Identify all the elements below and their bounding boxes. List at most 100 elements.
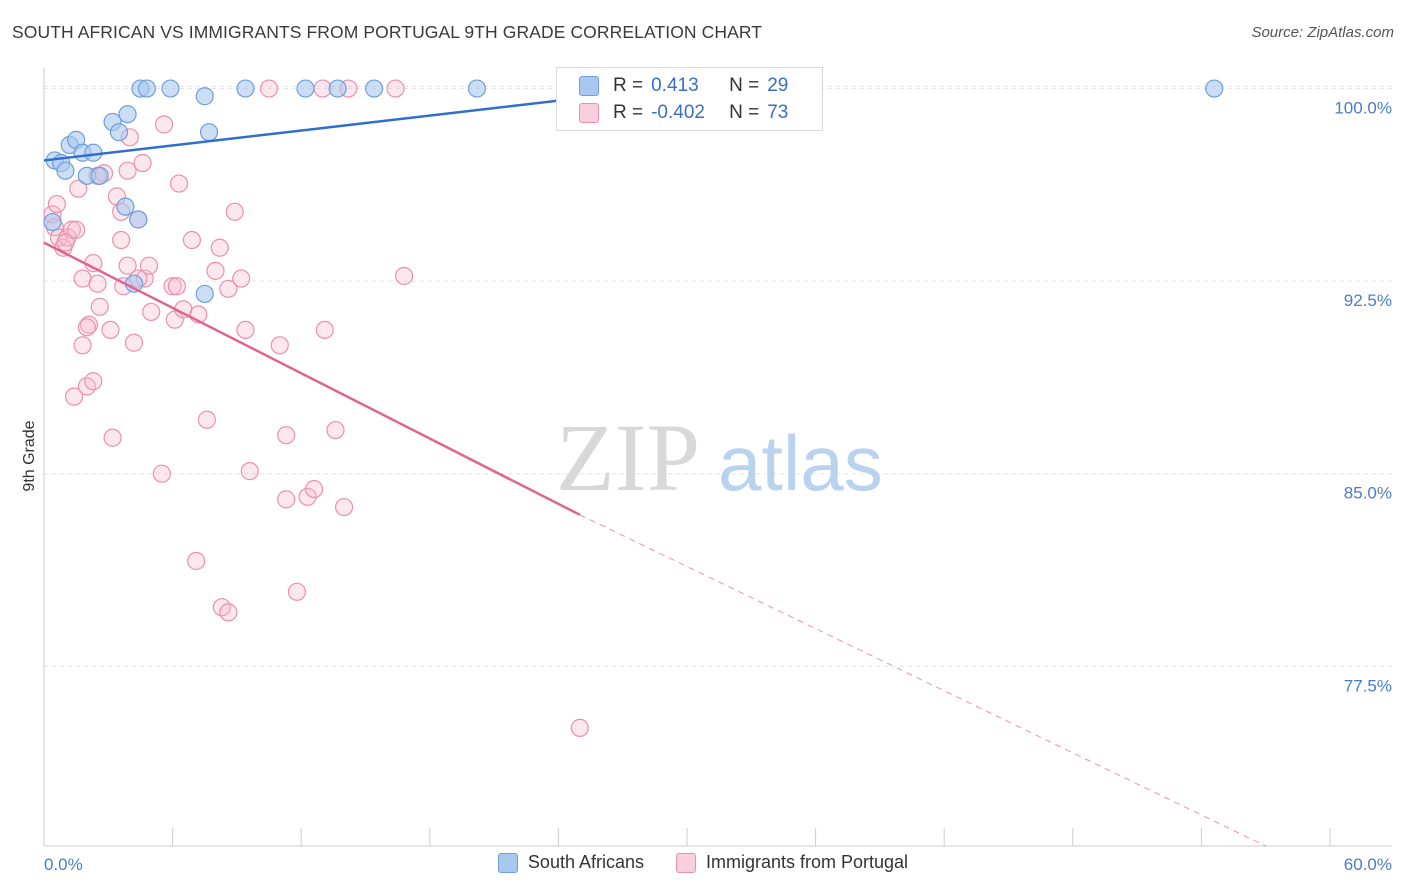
legend-n-value: 73 xyxy=(767,102,789,123)
series-legend: South Africans Immigrants from Portugal xyxy=(0,852,1406,873)
data-point xyxy=(219,603,238,622)
legend-swatch-pink xyxy=(579,103,599,123)
data-point xyxy=(304,479,324,499)
data-point xyxy=(210,238,229,257)
data-point xyxy=(43,212,62,232)
data-point xyxy=(118,161,137,180)
data-point xyxy=(169,174,189,193)
legend-n-value: 29 xyxy=(767,75,789,96)
y-tick-label: 85.0% xyxy=(1344,484,1392,503)
data-point xyxy=(101,320,120,340)
y-tick-label: 92.5% xyxy=(1344,291,1392,310)
data-point xyxy=(161,79,180,98)
data-point xyxy=(394,266,414,286)
data-point xyxy=(315,320,334,340)
data-point xyxy=(287,582,307,601)
data-point xyxy=(195,87,214,106)
data-point xyxy=(56,161,75,180)
data-point xyxy=(270,336,289,355)
data-point xyxy=(109,123,129,142)
data-point xyxy=(296,79,315,98)
legend-r-label: R = xyxy=(613,102,644,123)
data-point xyxy=(182,230,201,250)
data-point xyxy=(73,336,92,355)
data-point xyxy=(142,302,161,322)
legend-swatch-blue xyxy=(497,852,518,873)
data-point xyxy=(277,490,296,509)
data-point xyxy=(199,123,219,142)
data-point xyxy=(197,410,216,429)
data-point xyxy=(84,143,103,162)
y-tick-label: 100.0% xyxy=(1334,99,1392,118)
data-point xyxy=(47,194,66,214)
data-point xyxy=(67,220,86,239)
data-point xyxy=(79,315,99,334)
data-point xyxy=(167,277,186,296)
data-point xyxy=(103,428,122,447)
x-tick-label-max: 60.0% xyxy=(1344,855,1392,874)
data-point xyxy=(84,254,103,273)
data-point xyxy=(467,79,487,98)
data-point xyxy=(225,202,244,221)
source-label: Source: ZipAtlas.com xyxy=(1251,24,1394,41)
data-point xyxy=(152,464,171,483)
data-point xyxy=(69,179,88,198)
data-point xyxy=(232,269,251,288)
trend-line-immigrants-from-portugal xyxy=(43,241,581,516)
data-point xyxy=(206,261,225,280)
data-point xyxy=(116,197,135,216)
series-immigrants-from-portugal xyxy=(43,79,589,737)
legend-n-label: N = xyxy=(729,102,760,123)
legend-label: Immigrants from Portugal xyxy=(706,852,909,872)
watermark-zip: ZIP xyxy=(556,404,700,511)
data-point xyxy=(64,387,84,406)
data-point xyxy=(137,79,156,98)
data-point xyxy=(129,210,148,229)
chart-title: SOUTH AFRICAN VS IMMIGRANTS FROM PORTUGA… xyxy=(12,22,763,42)
watermark: ZIP atlas xyxy=(556,404,883,511)
data-point xyxy=(163,277,182,296)
legend-r-value: -0.402 xyxy=(651,102,705,123)
data-point xyxy=(240,462,259,481)
legend-row-south-africans: R = 0.413 N = 29 xyxy=(579,73,788,99)
data-point xyxy=(84,372,103,391)
legend-item-immigrants-from-portugal[interactable]: Immigrants from Portugal xyxy=(676,852,908,873)
data-point xyxy=(364,79,384,98)
legend-swatch-pink xyxy=(676,852,696,873)
legend-row-immigrants-from-portugal: R = -0.402 N = 73 xyxy=(579,100,788,126)
tick-labels: 77.5% 85.0% 92.5% 100.0% 0.0% 60.0% 9th Grade xyxy=(21,99,1392,874)
data-point xyxy=(112,230,131,250)
legend-r-value: 0.413 xyxy=(651,75,699,96)
data-point xyxy=(1205,79,1224,98)
x-tick-label-min: 0.0% xyxy=(44,855,83,874)
data-point xyxy=(133,153,152,173)
data-point xyxy=(277,426,296,445)
data-point xyxy=(124,333,144,352)
data-point xyxy=(334,497,354,517)
data-point xyxy=(77,318,96,337)
data-point xyxy=(90,166,109,185)
y-tick-label: 77.5% xyxy=(1344,676,1392,695)
legend-item-south-africans[interactable]: South Africans xyxy=(497,852,644,873)
data-point xyxy=(259,79,279,98)
y-axis-label: 9th Grade xyxy=(21,420,38,491)
data-point xyxy=(195,284,214,304)
watermark-atlas: atlas xyxy=(718,419,883,507)
legend-n-label: N = xyxy=(729,75,760,96)
data-point xyxy=(139,256,159,275)
data-point xyxy=(570,718,589,737)
grid-lines xyxy=(44,86,1392,667)
data-point xyxy=(236,320,255,340)
data-point xyxy=(56,233,75,252)
stats-legend: R = 0.413 N = 29 R = -0.402 N = 73 xyxy=(556,67,823,131)
data-point xyxy=(328,79,347,98)
data-point xyxy=(118,105,137,124)
data-point xyxy=(386,79,405,98)
data-point xyxy=(88,274,107,293)
data-point xyxy=(118,256,137,275)
data-point xyxy=(236,79,255,98)
data-point xyxy=(90,297,109,316)
trend-line-extension xyxy=(579,514,1266,847)
data-point xyxy=(326,420,345,440)
